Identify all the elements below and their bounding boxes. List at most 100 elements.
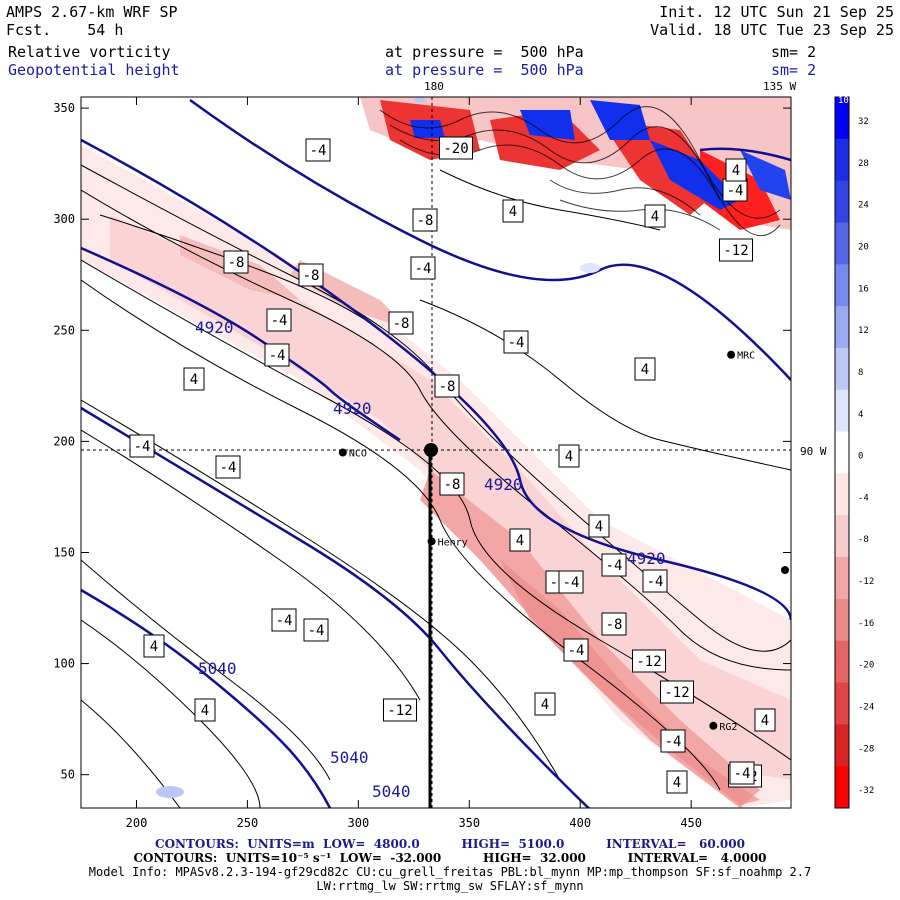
colorbar-segment (835, 222, 849, 265)
vorticity-label: 4 (634, 357, 656, 381)
svg-text:-4: -4 (308, 623, 325, 639)
vorticity-label: 4 (725, 158, 747, 182)
field2-smoothing: sm= 2 (771, 61, 817, 79)
svg-text:4: 4 (565, 449, 573, 465)
height-5040-mid (81, 406, 602, 808)
storm-core-blue-4 (740, 150, 791, 200)
svg-text:-4: -4 (220, 460, 237, 476)
pos-vorticity-patch-2 (580, 263, 600, 273)
colorbar-segment (835, 640, 849, 684)
y-tick-label: 150 (53, 545, 75, 559)
svg-text:4: 4 (509, 204, 517, 220)
vorticity-label: -4 (271, 608, 297, 632)
x-tick-label: 450 (680, 816, 702, 830)
lon-label-180: 180 (424, 80, 444, 93)
svg-text:-8: -8 (228, 255, 245, 271)
station-marker (727, 350, 736, 359)
point-marker (781, 566, 789, 574)
model-title: AMPS 2.67-km WRF SP (6, 3, 178, 21)
x-tick-label: 400 (569, 816, 591, 830)
svg-text:4: 4 (541, 697, 549, 713)
vorticity-label: 4 (509, 528, 531, 552)
colorbar-tick-label: -20 (858, 661, 874, 671)
neg-vorticity-band-core (420, 470, 760, 808)
x-tick-label: 300 (348, 816, 370, 830)
svg-text:-4: -4 (727, 183, 744, 199)
forecast-label: Fcst. 54 h (6, 22, 123, 39)
y-tick-label: 100 (53, 657, 75, 671)
vorticity-label: -4 (266, 308, 292, 332)
vorticity-label: -4 (729, 761, 755, 785)
svg-text:-12: -12 (664, 685, 689, 701)
svg-text:4: 4 (150, 639, 158, 655)
plot-frame (80, 96, 792, 809)
colorbar-segment (835, 515, 849, 558)
svg-text:-4: -4 (271, 313, 288, 329)
y-tick-label: 300 (53, 212, 75, 226)
footer-height-contours: CONTOURS: UNITS=m LOW= 4800.0 HIGH= 5100… (155, 837, 745, 851)
field1-smoothing: sm= 2 (771, 43, 817, 61)
vorticity-label: -4 (305, 138, 331, 162)
height-upper-right (699, 147, 791, 162)
svg-text:-4: -4 (606, 558, 623, 574)
field1-level: at pressure = 500 hPa (385, 43, 584, 61)
vorticity-label: -12 (719, 238, 753, 262)
valid-time: Valid. 18 UTC Tue 23 Sep 25 (650, 21, 894, 39)
svg-text:-4: -4 (734, 766, 751, 782)
svg-text:-4: -4 (508, 335, 525, 351)
vorticity-contours (81, 164, 791, 808)
vorticity-label: -4 (642, 569, 668, 593)
station-label: MRC (737, 351, 755, 362)
vorticity-label: -8 (412, 208, 438, 232)
lon-label-135w: 135 W (763, 80, 797, 93)
vorticity-label: -8 (298, 263, 324, 287)
vorticity-labels: -4 -20 -8 4 4 -4 -12 -8 -8 -4 -8 -4 -4 4 -8 4 -4 4 -4 -8 4 4 -… (129, 136, 776, 794)
pos-vorticity-patch-1 (156, 786, 184, 798)
svg-text:4: 4 (641, 362, 649, 378)
vorticity-label: -4 (503, 330, 529, 354)
height-label-4920-c: 4920 (484, 475, 523, 494)
colorbar-tick-label: 4 (858, 410, 863, 420)
field2-level: at pressure = 500 hPa (385, 61, 584, 79)
svg-text:4: 4 (201, 703, 209, 719)
svg-text:-4: -4 (269, 348, 286, 364)
vorticity-label: -8 (223, 250, 249, 274)
storm-core-blue-5 (410, 120, 445, 138)
vorticity-label: 4 (588, 514, 610, 538)
footer-vorticity-contours: CONTOURS: UNITS=10⁻⁵ s⁻¹ LOW= -32.000 HI… (133, 851, 767, 865)
colorbar-segment (835, 766, 849, 809)
vorticity-label: -4 (303, 618, 329, 642)
colorbar-frame (834, 96, 850, 809)
vorticity-label: 4 (754, 708, 776, 732)
svg-text:-12: -12 (723, 243, 748, 259)
vorticity-label: -4 (660, 729, 686, 753)
footer-model-info-2: LW:rrtmg_lw SW:rrtmg_sw SFLAY:sf_mynn (316, 879, 584, 893)
svg-text:-12: -12 (636, 654, 661, 670)
colorbar-tick-label: 0 (858, 452, 863, 462)
vorticity-label: 4 (558, 444, 580, 468)
svg-text:4: 4 (761, 713, 769, 729)
vorticity-label: -4 (215, 455, 241, 479)
point-marker (424, 443, 438, 457)
vorticity-label: 4 (143, 634, 165, 658)
colorbar: 32 28 24 20 16 12 8 4 0 -4 -8 -12 -16 -20 -24 -28 -32 (835, 97, 874, 809)
svg-text:-4: -4 (665, 734, 682, 750)
forecast-label-text: Fcst. (6, 21, 52, 39)
x-tick-label: 200 (126, 816, 148, 830)
colorbar-tick-label: -4 (858, 493, 869, 503)
height-label-5040-c: 5040 (372, 782, 411, 801)
svg-text:-4: -4 (568, 643, 585, 659)
pos-vorticity-patch-3 (414, 97, 426, 103)
svg-text:-12: -12 (387, 703, 412, 719)
vorticity-label: -12 (383, 698, 417, 722)
vorticity-label: -4 (558, 570, 584, 594)
station-label: NCO (349, 449, 367, 460)
svg-text:-8: -8 (606, 617, 623, 633)
vorticity-label: -4 (129, 434, 155, 458)
svg-text:-4: -4 (647, 574, 664, 590)
colorbar-tick-label: 12 (858, 326, 869, 336)
vorticity-label: -4 (601, 553, 627, 577)
colorbar-tick-label: 28 (858, 159, 869, 169)
height-label-4920-a: 4920 (195, 318, 234, 337)
vorticity-label: -12 (632, 649, 666, 673)
